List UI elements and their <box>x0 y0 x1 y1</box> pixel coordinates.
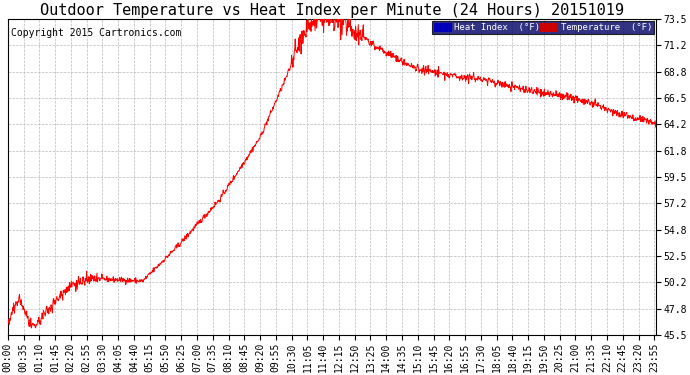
Text: Copyright 2015 Cartronics.com: Copyright 2015 Cartronics.com <box>11 28 181 38</box>
Legend: Heat Index  (°F), Temperature  (°F): Heat Index (°F), Temperature (°F) <box>432 21 654 34</box>
Title: Outdoor Temperature vs Heat Index per Minute (24 Hours) 20151019: Outdoor Temperature vs Heat Index per Mi… <box>40 3 624 18</box>
